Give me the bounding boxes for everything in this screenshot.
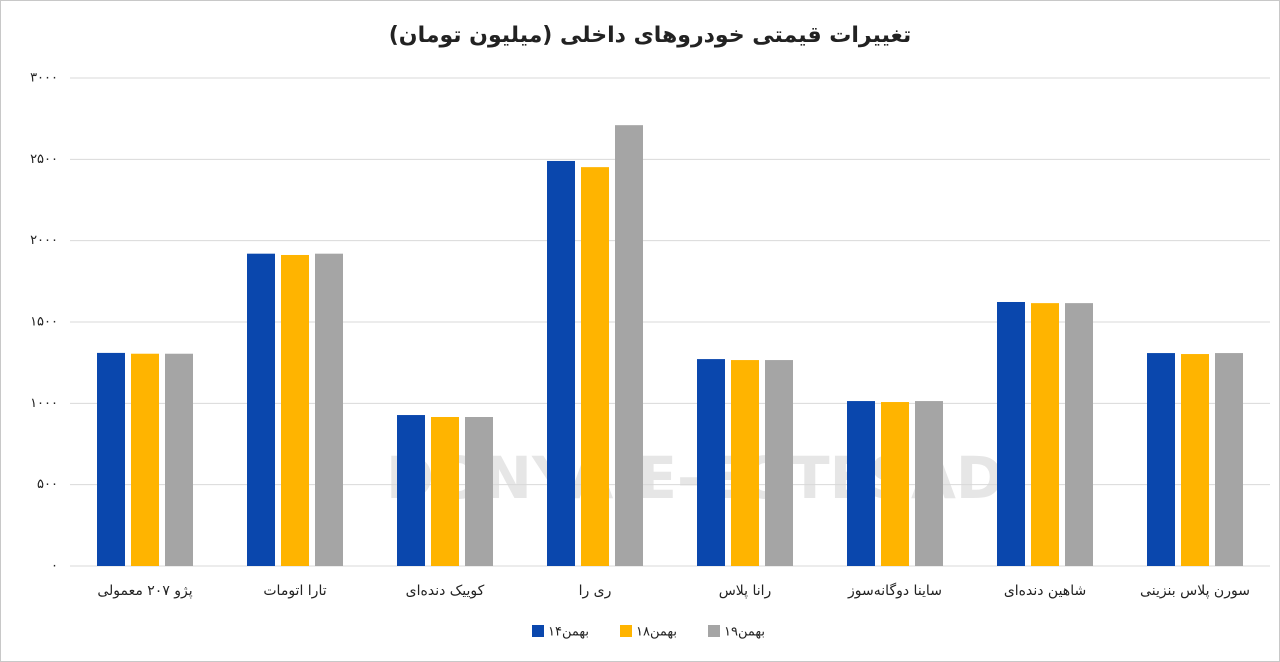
bar	[431, 416, 459, 566]
chart-title: تغییرات قیمتی خودروهای داخلی (میلیون توم…	[389, 23, 911, 48]
x-tick-label: ساینا دوگانه‌سوز	[847, 582, 942, 599]
legend-label: ۱۴بهمن	[548, 625, 589, 640]
y-tick-label: ۰	[51, 559, 58, 574]
bar	[615, 125, 643, 566]
x-tick-label: سورن پلاس بنزینی	[1140, 583, 1250, 599]
bar	[97, 352, 125, 566]
bar	[997, 301, 1025, 566]
y-tick-label: ۱۰۰۰	[30, 396, 58, 411]
bar	[581, 167, 609, 566]
bar	[165, 353, 193, 566]
y-tick-label: ۲۰۰۰	[30, 233, 58, 248]
bar	[247, 253, 275, 566]
legend-swatch	[620, 625, 632, 637]
legend-swatch	[708, 625, 720, 637]
x-tick-label: رانا پلاس	[719, 583, 772, 599]
bar	[731, 360, 759, 566]
x-tick-label: پژو ۲۰۷ معمولی	[97, 583, 192, 599]
legend-swatch	[532, 625, 544, 637]
x-tick-label: ری را	[579, 583, 612, 599]
legend-label: ۱۹بهمن	[724, 625, 765, 640]
bar	[847, 401, 875, 566]
x-tick-label: کوییک دنده‌ای	[406, 583, 485, 599]
bar	[465, 416, 493, 566]
bar	[1215, 353, 1243, 566]
bar	[1147, 353, 1175, 566]
y-tick-label: ۱۵۰۰	[30, 315, 58, 330]
bar	[1181, 354, 1209, 566]
x-tick-label: شاهین دنده‌ای	[1004, 583, 1086, 599]
y-tick-label: ۲۵۰۰	[30, 152, 58, 167]
bar	[397, 415, 425, 566]
bar	[547, 160, 575, 566]
bar	[315, 253, 343, 566]
bar	[1031, 303, 1059, 566]
bar	[881, 402, 909, 566]
bar	[131, 353, 159, 566]
legend-label: ۱۸بهمن	[636, 625, 677, 640]
x-tick-label: تارا اتومات	[263, 583, 326, 599]
bar	[765, 360, 793, 566]
y-tick-label: ۵۰۰	[37, 477, 58, 492]
bar	[281, 254, 309, 567]
y-tick-label: ۳۰۰۰	[30, 71, 58, 86]
bar	[1065, 303, 1093, 566]
bar	[697, 359, 725, 566]
bar	[915, 401, 943, 566]
